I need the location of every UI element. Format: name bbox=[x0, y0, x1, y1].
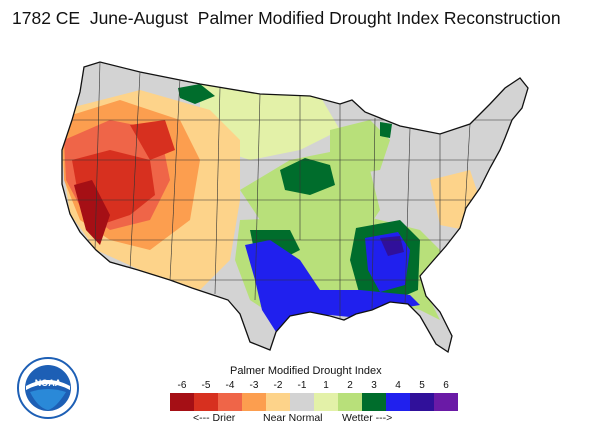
legend-tick-label: -5 bbox=[201, 380, 211, 391]
noaa-logo: NOAA bbox=[17, 357, 79, 419]
legend-tick-label: 4 bbox=[395, 380, 401, 391]
legend-tick-label: -6 bbox=[177, 380, 187, 391]
map-title: 1782 CE June-August Palmer Modified Drou… bbox=[12, 8, 561, 28]
legend-swatch bbox=[338, 393, 362, 411]
legend-normal-label: Near Normal bbox=[263, 412, 323, 424]
legend-tick-label: 2 bbox=[347, 380, 353, 391]
legend-swatch bbox=[242, 393, 266, 411]
noaa-logo-text: NOAA bbox=[35, 378, 62, 388]
legend-swatch bbox=[194, 393, 218, 411]
legend-swatch bbox=[266, 393, 290, 411]
dry-idaho-severe bbox=[130, 120, 175, 160]
legend-tick-label: 1 bbox=[323, 380, 329, 391]
legend-swatch bbox=[386, 393, 410, 411]
legend-swatch bbox=[410, 393, 434, 411]
state-borders bbox=[62, 62, 520, 320]
legend-tick-label: -2 bbox=[273, 380, 283, 391]
legend-wetter-label: Wetter ---> bbox=[342, 412, 393, 424]
legend-tick-label: 6 bbox=[443, 380, 449, 391]
wet-iowa-patch bbox=[280, 158, 335, 195]
legend-tick-label: -1 bbox=[297, 380, 307, 391]
legend-swatch bbox=[170, 393, 194, 411]
legend-swatch bbox=[218, 393, 242, 411]
legend-swatch bbox=[362, 393, 386, 411]
legend-tick-label: 3 bbox=[371, 380, 377, 391]
legend-swatch bbox=[434, 393, 458, 411]
legend-swatch bbox=[314, 393, 338, 411]
legend-title: Palmer Modified Drought Index bbox=[230, 365, 382, 377]
dry-california-extreme bbox=[74, 180, 110, 245]
wet-montana-patch bbox=[178, 84, 215, 104]
legend-tick-label: -3 bbox=[249, 380, 259, 391]
legend-swatch bbox=[290, 393, 314, 411]
legend-tick-label: 5 bbox=[419, 380, 425, 391]
wet-extreme-patch bbox=[380, 236, 404, 256]
wet-michigan-patch bbox=[380, 122, 392, 138]
legend-tick-label: -4 bbox=[225, 380, 235, 391]
legend-drier-label: <--- Drier bbox=[193, 412, 236, 424]
